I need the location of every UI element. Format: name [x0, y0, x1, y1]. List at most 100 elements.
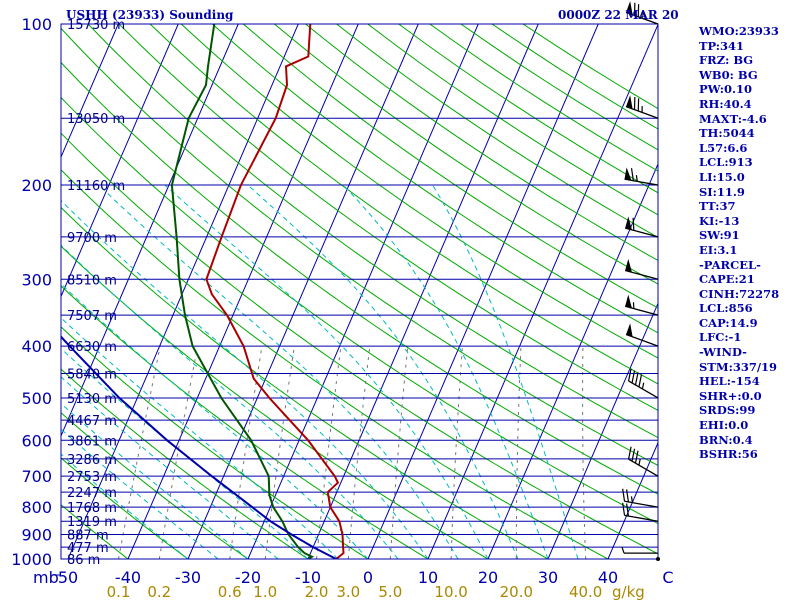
index-line: SW:91: [699, 228, 740, 243]
wind-barb-staff: [624, 178, 659, 186]
height-label: 2753 m: [67, 470, 117, 485]
index-line: BRN:0.4: [699, 432, 753, 447]
wind-barb-staff: [624, 500, 659, 508]
dry-adiabat-line: [61, 326, 369, 559]
wind-barb-flag: [631, 448, 636, 462]
pressure-tick-label: 1000: [11, 550, 52, 569]
pressure-tick-label: 900: [21, 526, 52, 545]
height-label: 11160 m: [67, 179, 125, 194]
parcel-profile: [61, 335, 337, 559]
wind-barb-staff: [624, 227, 659, 238]
moist-adiabat-line: [164, 184, 489, 559]
index-line: MAXT:-4.6: [699, 111, 767, 126]
wind-barb-staff: [625, 333, 659, 347]
plot-frame: [60, 23, 659, 560]
mixing-ratio-label: 0.6: [218, 583, 242, 600]
height-label: 15730 m: [67, 18, 125, 33]
index-line: CAPE:21: [699, 272, 755, 287]
wind-barb-pennant: [625, 258, 632, 273]
temperature-tick-label: 10: [418, 568, 438, 587]
index-line: CINH:72278: [699, 286, 780, 301]
height-label: 7507 m: [67, 309, 117, 324]
height-label: 86 m: [67, 553, 100, 568]
height-label: 2247 m: [67, 486, 117, 501]
index-line: TP:341: [699, 38, 745, 53]
wind-barb-flag: [638, 374, 643, 388]
wind-barb-staff: [628, 458, 659, 477]
dewpoint-profile: [170, 24, 315, 559]
height-label: 3861 m: [67, 434, 117, 449]
mixing-ratio-line: [450, 346, 463, 559]
wind-barb-flag: [630, 168, 634, 181]
isobar-lines: [61, 23, 658, 560]
mixing-ratio-label: 0.2: [147, 583, 171, 600]
sounding-datetime: 0000Z 22 MAR 20: [558, 8, 679, 22]
pressure-tick-label: 800: [21, 498, 52, 517]
wind-barb: [627, 368, 659, 399]
index-line: L57:6.6: [699, 140, 748, 155]
pressure-tick-label: 100: [21, 15, 52, 34]
wind-barb-flag: [626, 503, 630, 517]
background-grid: [61, 24, 658, 559]
index-line: PW:0.10: [699, 82, 753, 97]
index-line: LFC:-1: [699, 330, 742, 345]
index-line: CAP:14.9: [699, 315, 758, 330]
wind-barb-flag: [634, 372, 639, 386]
axis-labels: 15730 m 13050 m 11160 m 9700 m 8510 m 7507 m 6…: [11, 15, 673, 600]
wind-barb-halfflag: [641, 382, 645, 390]
temperature-tick-label: 0: [363, 568, 373, 587]
mixing-ratio-label: 40.0: [569, 583, 602, 600]
isotherm-line: [67, 24, 299, 559]
mixing-ratio-line: [582, 346, 587, 559]
isotherm-line: [61, 24, 119, 159]
isotherm-line: [367, 24, 599, 559]
pressure-unit-label: mb: [33, 568, 59, 587]
temperature-tick-label: -30: [175, 568, 201, 587]
index-line: -WIND-: [699, 345, 747, 360]
wind-barb: [625, 95, 659, 119]
index-line: SRDS:99: [699, 403, 756, 418]
index-line: STM:337/19: [699, 359, 778, 374]
height-label: 3286 m: [67, 453, 117, 468]
height-label: 6630 m: [67, 340, 117, 355]
wind-barb-pennant: [625, 216, 632, 230]
height-label: 13050 m: [67, 112, 125, 127]
index-line: TT:37: [699, 199, 736, 214]
temperature-tick-label: 20: [478, 568, 498, 587]
dry-adiabat-line: [61, 27, 658, 467]
station-title: USHH (23933) Sounding: [66, 8, 234, 22]
wind-barb: [656, 557, 660, 561]
index-line: RH:40.4: [699, 96, 752, 111]
isotherm-line: [127, 24, 359, 559]
mixing-ratio-label: 20.0: [500, 583, 533, 600]
isotherm-line: [427, 24, 658, 559]
height-label: 477 m: [67, 541, 109, 556]
index-line: TH:5044: [699, 126, 755, 141]
wind-barb-halfflag: [630, 496, 633, 503]
wind-barb: [622, 502, 659, 522]
wind-barb-halfflag: [635, 175, 638, 182]
mixing-ratio-line: [158, 346, 199, 559]
wind-barb-calm: [656, 557, 660, 561]
pressure-tick-label: 300: [21, 270, 52, 289]
height-label: 887 m: [67, 529, 109, 544]
mixing-ratio-label: 10.0: [434, 583, 467, 600]
isotherm-line: [247, 24, 479, 559]
height-label: 9700 m: [67, 231, 117, 246]
height-label: 1768 m: [67, 501, 117, 516]
wind-barb-staff: [624, 514, 659, 522]
wind-barb-flag: [626, 489, 630, 503]
wind-barb-pennant: [626, 323, 633, 337]
temperature-tick-label: -10: [295, 568, 321, 587]
wind-barb: [624, 258, 659, 280]
height-label: 8510 m: [67, 273, 117, 288]
index-line: LCL:856: [699, 301, 753, 316]
wind-barb-pennant: [626, 1, 633, 15]
wind-barb-staff: [624, 269, 659, 280]
pressure-tick-label: 200: [21, 176, 52, 195]
index-line: HEL:-154: [699, 374, 760, 389]
wind-barb-flag: [634, 450, 639, 464]
wind-barb-flag: [622, 488, 626, 502]
mixing-ratio-label: 0.1: [107, 583, 131, 600]
mixing-ratio-label: 5.0: [378, 583, 402, 600]
